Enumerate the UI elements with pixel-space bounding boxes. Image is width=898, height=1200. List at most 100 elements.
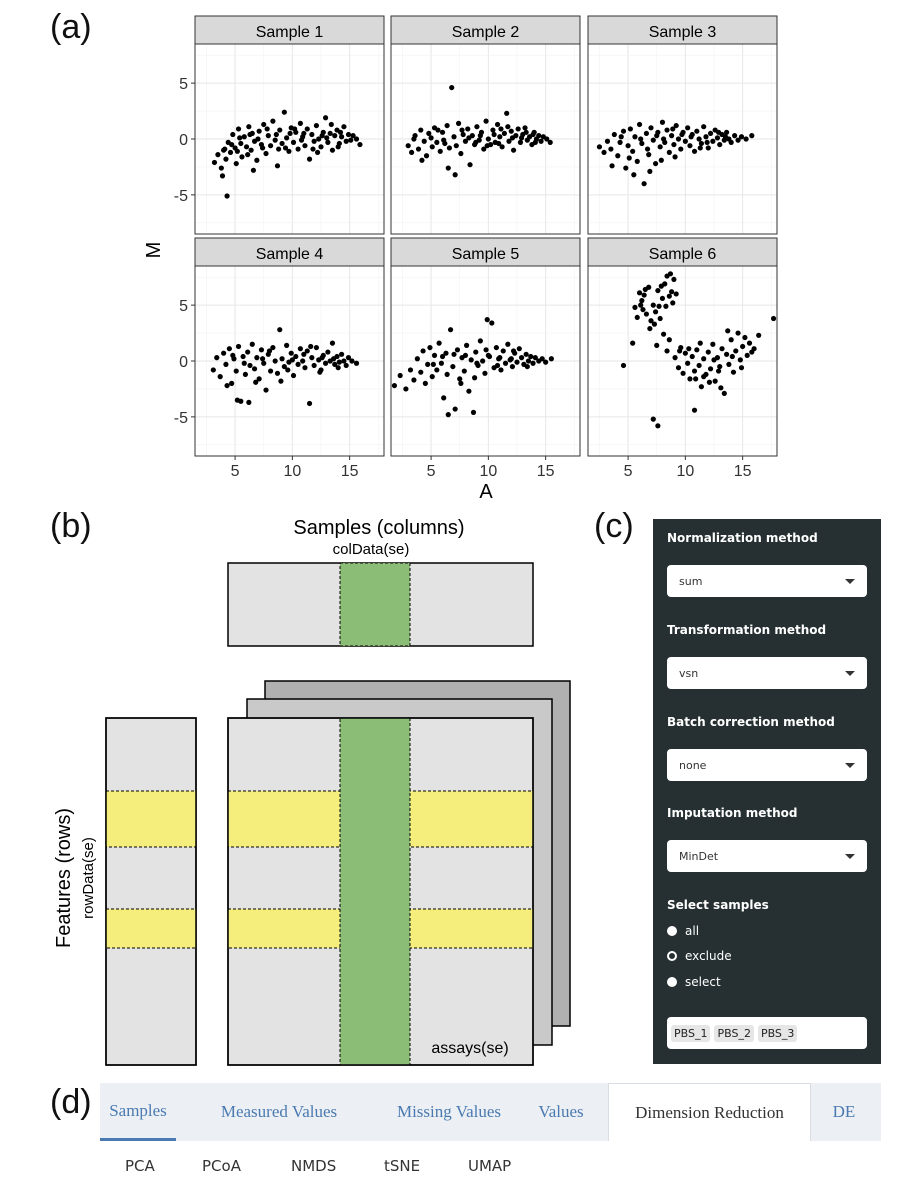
- data-point: [279, 356, 285, 362]
- data-point: [618, 134, 624, 140]
- tab-samples[interactable]: Samples: [100, 1083, 176, 1141]
- data-point: [477, 133, 483, 139]
- data-point: [419, 157, 425, 163]
- radio-exclude[interactable]: exclude: [667, 949, 732, 963]
- data-point: [705, 145, 711, 151]
- data-point: [353, 360, 360, 366]
- tab-de[interactable]: DE: [832, 1102, 856, 1121]
- data-point: [654, 133, 660, 139]
- data-point: [725, 328, 731, 334]
- data-point: [426, 130, 432, 137]
- data-point: [666, 293, 672, 299]
- subtab-tsne[interactable]: tSNE: [384, 1157, 421, 1175]
- data-point: [445, 165, 451, 171]
- data-point: [697, 340, 703, 346]
- batch-correction-label: Batch correction method: [667, 715, 835, 729]
- data-point: [241, 134, 247, 140]
- tab-values[interactable]: Values: [538, 1102, 584, 1121]
- data-point: [485, 136, 491, 142]
- radio-icon: [667, 977, 677, 987]
- subtab-pca[interactable]: PCA: [125, 1157, 155, 1175]
- data-point: [249, 341, 255, 347]
- data-point: [735, 137, 741, 143]
- data-point: [641, 292, 647, 298]
- subtab-umap[interactable]: UMAP: [468, 1157, 512, 1175]
- data-point: [638, 302, 644, 308]
- data-point: [516, 346, 522, 352]
- data-point: [677, 348, 683, 354]
- data-point: [620, 128, 627, 134]
- data-point: [223, 361, 229, 367]
- data-point: [480, 358, 486, 364]
- radio-all[interactable]: all: [667, 924, 699, 938]
- data-point: [217, 374, 223, 380]
- sample-chip[interactable]: PBS_3: [757, 1024, 798, 1042]
- rowdata-title: Features (rows): [53, 808, 75, 948]
- data-point: [730, 369, 737, 375]
- data-point: [246, 399, 252, 405]
- tab-dimension-reduction[interactable]: Dimension Reduction: [608, 1083, 811, 1142]
- data-point: [268, 368, 274, 374]
- batch-correction-select[interactable]: none: [667, 749, 867, 781]
- data-point: [273, 131, 279, 138]
- transformation-select[interactable]: vsn: [667, 657, 867, 689]
- x-tick-label: 5: [427, 463, 436, 480]
- data-point: [274, 370, 281, 376]
- sample-chip[interactable]: PBS_2: [714, 1024, 754, 1042]
- sample-chip-input[interactable]: PBS_1 PBS_2 PBS_3: [667, 1017, 867, 1049]
- data-point: [640, 306, 646, 313]
- radio-select[interactable]: select: [667, 975, 721, 989]
- tab-missing-values[interactable]: Missing Values: [396, 1102, 502, 1121]
- assay-sample-column: [339, 717, 411, 1066]
- assay-layer-back: [264, 680, 571, 1027]
- data-point: [671, 141, 677, 148]
- data-point: [667, 271, 674, 277]
- sample-chip[interactable]: PBS_1: [671, 1024, 711, 1042]
- data-point: [671, 276, 677, 283]
- transformation-group: Transformation method vsn: [667, 623, 867, 689]
- data-point: [530, 360, 536, 366]
- data-point: [221, 147, 227, 153]
- data-point: [522, 125, 528, 131]
- data-point: [664, 127, 670, 133]
- data-point: [264, 126, 270, 132]
- normalization-select[interactable]: sum: [667, 565, 867, 597]
- data-point: [435, 127, 441, 133]
- data-point: [532, 139, 538, 145]
- data-point: [659, 119, 666, 125]
- subtab-pcoa[interactable]: PCoA: [202, 1157, 241, 1175]
- data-point: [719, 346, 725, 352]
- tab-measured-values[interactable]: Measured Values: [220, 1102, 338, 1121]
- data-point: [430, 361, 436, 367]
- radio-select-label: select: [685, 975, 721, 989]
- data-point: [536, 133, 542, 139]
- data-point: [749, 349, 755, 355]
- data-point: [444, 371, 450, 378]
- data-point: [710, 138, 716, 144]
- facet-title: Sample 2: [452, 24, 520, 41]
- data-point: [659, 295, 666, 302]
- data-point: [670, 126, 676, 132]
- data-point: [548, 356, 554, 362]
- data-point: [477, 338, 483, 344]
- data-point: [483, 347, 489, 353]
- data-point: [696, 362, 702, 369]
- assay-matrix: [227, 717, 534, 1066]
- main-tab-bar: Samples Measured Values Missing Values V…: [100, 1083, 881, 1142]
- data-point: [313, 344, 320, 351]
- data-point: [726, 361, 732, 367]
- subtab-nmds[interactable]: NMDS: [291, 1157, 337, 1175]
- chevron-down-icon: [845, 670, 855, 676]
- radio-selected-icon: [667, 951, 677, 961]
- data-point: [345, 355, 352, 361]
- data-point: [656, 303, 662, 309]
- imputation-select[interactable]: MinDet: [667, 840, 867, 872]
- radio-exclude-label: exclude: [685, 949, 732, 963]
- sub-tab-bar: PCA PCoA NMDS tSNE UMAP: [100, 1141, 881, 1200]
- data-point: [229, 380, 235, 386]
- data-point: [327, 130, 333, 137]
- data-point: [680, 370, 686, 376]
- assay-feature-band-1: [227, 790, 534, 848]
- data-point: [691, 368, 698, 374]
- data-point: [302, 143, 308, 149]
